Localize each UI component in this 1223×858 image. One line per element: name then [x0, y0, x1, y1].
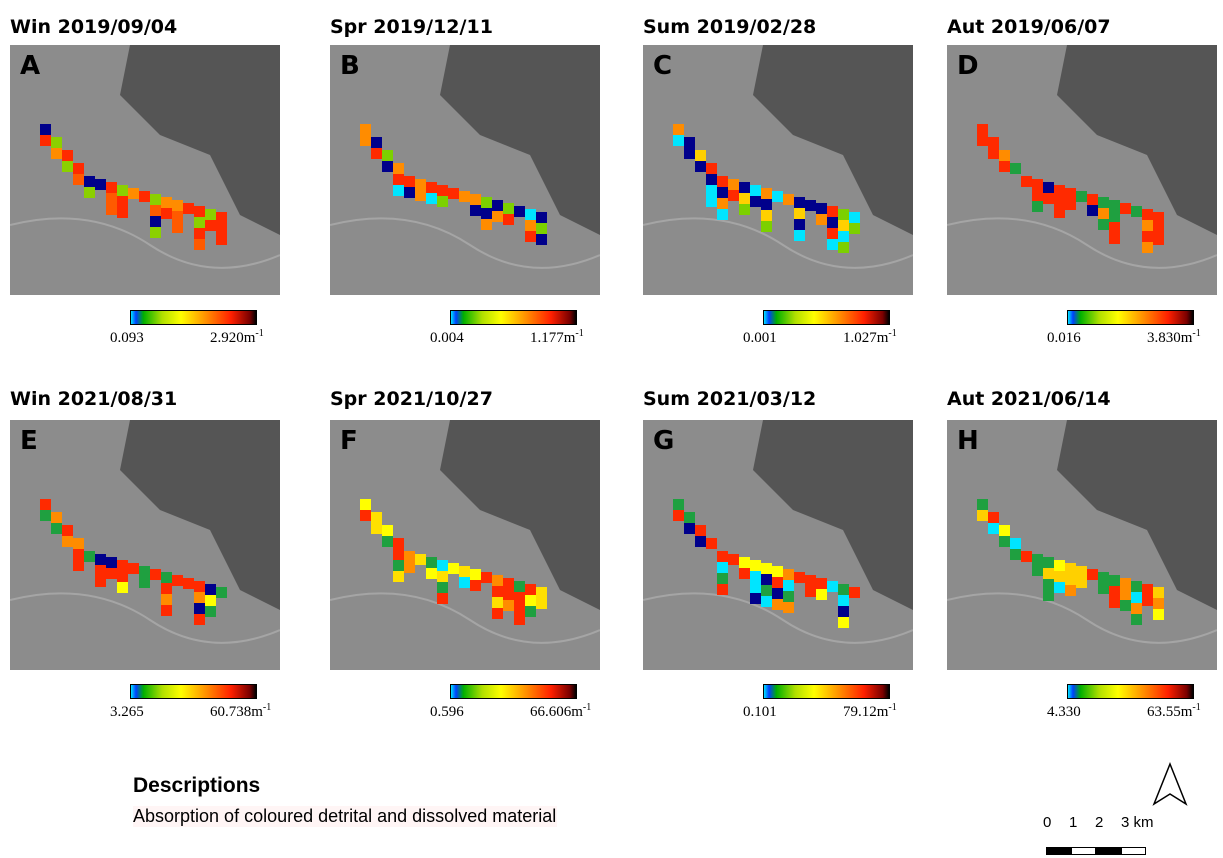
- panel-title: Sum 2019/02/28: [643, 16, 816, 38]
- panel-letter: E: [20, 426, 38, 456]
- unit-exponent: -1: [583, 702, 591, 713]
- unit-exponent: -1: [263, 702, 271, 713]
- map: [947, 420, 1217, 670]
- colorbar: [450, 684, 577, 699]
- unit: m: [564, 330, 576, 346]
- colorbar: [763, 684, 890, 699]
- colorbar-max: 3.830m-1: [1147, 328, 1201, 347]
- colorbar-max: 79.12m-1: [843, 702, 897, 721]
- unit: m: [877, 704, 889, 720]
- max-value: 63.55: [1147, 704, 1181, 720]
- colorbar: [450, 310, 577, 325]
- colorbar-max: 63.55m-1: [1147, 702, 1201, 721]
- colorbar-max: 1.177m-1: [530, 328, 584, 347]
- colorbar-min: 0.093: [110, 330, 144, 347]
- colorbar: [763, 310, 890, 325]
- panel-title: Win 2019/09/04: [10, 16, 177, 38]
- unit: m: [877, 330, 889, 346]
- panel-title: Win 2021/08/31: [10, 388, 177, 410]
- colorbar-min: 0.016: [1047, 330, 1081, 347]
- max-value: 60.738: [210, 704, 251, 720]
- map: [10, 420, 280, 670]
- colorbar-min: 4.330: [1047, 704, 1081, 721]
- colorbar-min: 0.001: [743, 330, 777, 347]
- page: Win 2019/09/04A0.0932.920m-1Spr 2019/12/…: [0, 0, 1223, 858]
- scale-label: 3 km: [1121, 814, 1154, 831]
- descriptions-text: Absorption of coloured detrital and diss…: [133, 806, 557, 827]
- panel-letter: F: [340, 426, 358, 456]
- map: [10, 45, 280, 295]
- scale-label: 1: [1069, 814, 1077, 831]
- colorbar-max: 60.738m-1: [210, 702, 271, 721]
- map: [643, 420, 913, 670]
- colorbar-min: 0.101: [743, 704, 777, 721]
- unit: m: [1181, 704, 1193, 720]
- map: [330, 420, 600, 670]
- scale-label: 2: [1095, 814, 1103, 831]
- colorbar-max: 1.027m-1: [843, 328, 897, 347]
- max-value: 3.830: [1147, 330, 1181, 346]
- unit: m: [244, 330, 256, 346]
- max-value: 1.027: [843, 330, 877, 346]
- unit-exponent: -1: [575, 328, 583, 339]
- max-value: 66.606: [530, 704, 571, 720]
- panel-title: Sum 2021/03/12: [643, 388, 816, 410]
- max-value: 1.177: [530, 330, 564, 346]
- colorbar-min: 0.596: [430, 704, 464, 721]
- max-value: 2.920: [210, 330, 244, 346]
- panel-letter: G: [653, 426, 674, 456]
- map: [643, 45, 913, 295]
- unit-exponent: -1: [888, 702, 896, 713]
- colorbar: [130, 310, 257, 325]
- scale-label: 0: [1043, 814, 1051, 831]
- colorbar-min: 0.004: [430, 330, 464, 347]
- unit-exponent: -1: [255, 328, 263, 339]
- panel-title: Spr 2021/10/27: [330, 388, 493, 410]
- map: [947, 45, 1217, 295]
- scale-segment: [1071, 847, 1096, 855]
- scale-segment: [1121, 847, 1146, 855]
- panel-letter: C: [653, 51, 672, 81]
- max-value: 79.12: [843, 704, 877, 720]
- unit: m: [571, 704, 583, 720]
- unit: m: [251, 704, 263, 720]
- colorbar-min: 3.265: [110, 704, 144, 721]
- unit-exponent: -1: [1192, 328, 1200, 339]
- colorbar: [1067, 310, 1194, 325]
- panel-letter: D: [957, 51, 979, 81]
- panel-letter: H: [957, 426, 979, 456]
- scale-segment: [1096, 847, 1121, 855]
- colorbar-max: 66.606m-1: [530, 702, 591, 721]
- colorbar: [1067, 684, 1194, 699]
- unit-exponent: -1: [1192, 702, 1200, 713]
- descriptions-heading: Descriptions: [133, 774, 260, 798]
- map: [330, 45, 600, 295]
- scale-segment: [1046, 847, 1071, 855]
- unit-exponent: -1: [888, 328, 896, 339]
- panel-title: Aut 2019/06/07: [947, 16, 1111, 38]
- north-arrow: [1150, 760, 1190, 810]
- panel-title: Spr 2019/12/11: [330, 16, 493, 38]
- unit: m: [1181, 330, 1193, 346]
- colorbar: [130, 684, 257, 699]
- colorbar-max: 2.920m-1: [210, 328, 264, 347]
- panel-letter: B: [340, 51, 360, 81]
- panel-letter: A: [20, 51, 40, 81]
- panel-title: Aut 2021/06/14: [947, 388, 1111, 410]
